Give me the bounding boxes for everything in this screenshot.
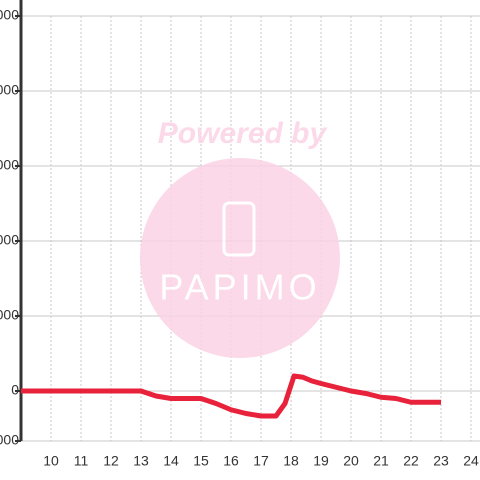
x-tick-label: 21 — [373, 453, 389, 469]
y-tick-label: 60,000 — [0, 232, 19, 248]
x-tick-label: 11 — [74, 453, 89, 469]
x-tick-label: 24 — [463, 453, 479, 469]
watermark-brand: PAPIMO — [159, 267, 320, 308]
x-tick-label: 20 — [343, 453, 359, 469]
x-tick-label: 14 — [163, 453, 179, 469]
y-tick-label: 90,000 — [0, 157, 19, 173]
x-tick-label: 12 — [103, 453, 119, 469]
watermark-circle — [140, 158, 340, 358]
x-tick-label: 13 — [133, 453, 149, 469]
x-tick-label: 10 — [43, 453, 59, 469]
x-tick-label: 19 — [313, 453, 329, 469]
y-tick-label: -20,000 — [0, 432, 19, 448]
watermark: Powered by PAPIMO — [140, 117, 340, 358]
y-tick-label: 150,000 — [0, 7, 19, 23]
y-tick-label: 0 — [11, 382, 19, 398]
x-tick-label: 16 — [223, 453, 239, 469]
x-tick-label: 18 — [283, 453, 299, 469]
series-line — [21, 373, 441, 419]
watermark-phone — [222, 201, 256, 257]
x-tick-label: 22 — [403, 453, 419, 469]
y-tick-label: 30,000 — [0, 307, 19, 323]
x-tick-label: 15 — [193, 453, 209, 469]
x-tick-label: 23 — [433, 453, 449, 469]
y-tick-label: 120,000 — [0, 82, 19, 98]
x-tick-label: 17 — [253, 453, 269, 469]
watermark-top: Powered by — [158, 117, 328, 150]
